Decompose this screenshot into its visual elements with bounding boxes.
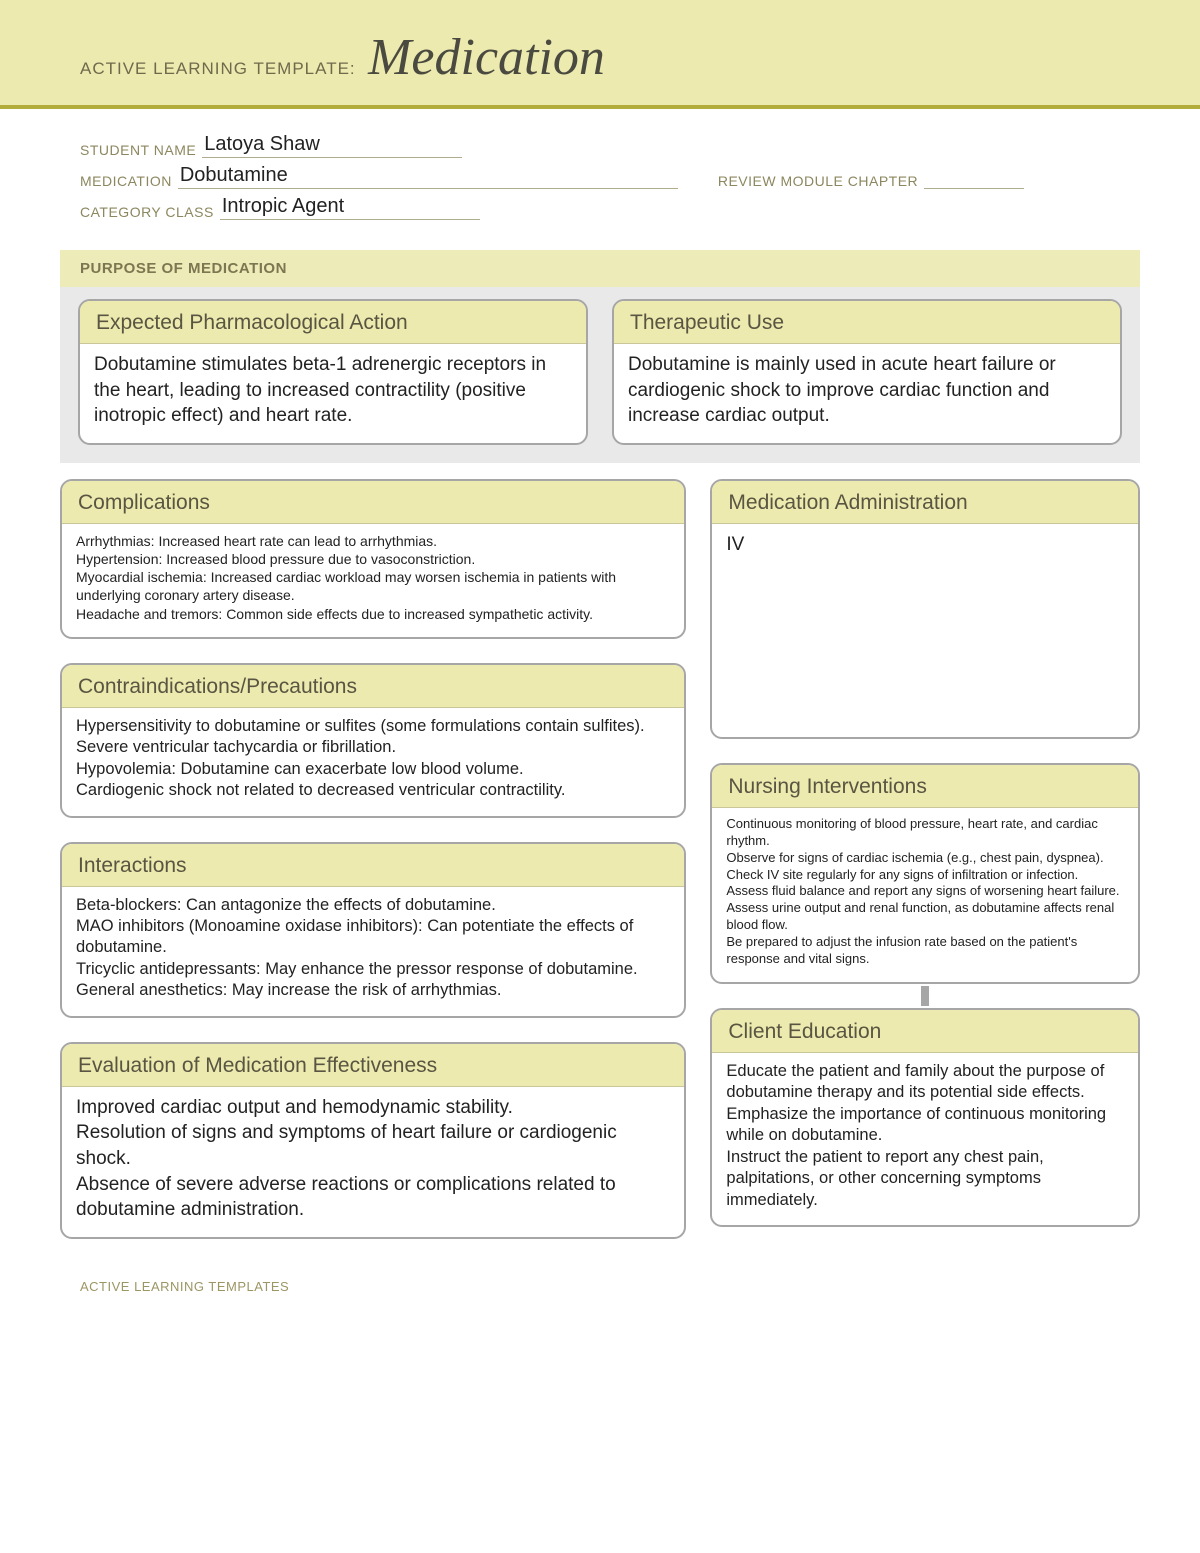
card-pharmacological-action: Expected Pharmacological Action Dobutami…: [78, 299, 588, 445]
card-body: IV: [712, 524, 1138, 572]
purpose-section-bar: PURPOSE OF MEDICATION: [60, 250, 1140, 287]
student-name-label: STUDENT NAME: [80, 142, 196, 158]
header-band: ACTIVE LEARNING TEMPLATE: Medication: [0, 0, 1200, 109]
right-column: Medication Administration IV Nursing Int…: [710, 479, 1140, 1239]
card-body: Dobutamine is mainly used in acute heart…: [614, 344, 1120, 443]
card-body: Continuous monitoring of blood pressure,…: [712, 808, 1138, 982]
card-nursing-interventions: Nursing Interventions Continuous monitor…: [710, 763, 1140, 984]
card-title: Evaluation of Medication Effectiveness: [62, 1044, 684, 1087]
left-column: Complications Arrhythmias: Increased hea…: [60, 479, 686, 1239]
content-grid: Complications Arrhythmias: Increased hea…: [60, 479, 1140, 1239]
medication-value: Dobutamine: [178, 164, 678, 189]
card-body: Hypersensitivity to dobutamine or sulfit…: [62, 708, 684, 816]
form-area: STUDENT NAME Latoya Shaw MEDICATION Dobu…: [0, 109, 1200, 236]
card-title: Complications: [62, 481, 684, 524]
category-value: Intropic Agent: [220, 195, 480, 220]
card-body: Dobutamine stimulates beta-1 adrenergic …: [80, 344, 586, 443]
connector-line: [921, 986, 929, 1006]
card-title: Nursing Interventions: [712, 765, 1138, 808]
review-chapter-label: REVIEW MODULE CHAPTER: [718, 173, 918, 189]
card-contraindications: Contraindications/Precautions Hypersensi…: [60, 663, 686, 818]
card-body: Beta-blockers: Can antagonize the effect…: [62, 887, 684, 1016]
footer-text: ACTIVE LEARNING TEMPLATES: [0, 1239, 1200, 1324]
header-prefix: ACTIVE LEARNING TEMPLATE:: [80, 59, 356, 78]
card-medication-administration: Medication Administration IV: [710, 479, 1140, 739]
card-title: Expected Pharmacological Action: [80, 301, 586, 344]
card-title: Therapeutic Use: [614, 301, 1120, 344]
purpose-row: Expected Pharmacological Action Dobutami…: [60, 287, 1140, 463]
card-interactions: Interactions Beta-blockers: Can antagoni…: [60, 842, 686, 1018]
card-body: Arrhythmias: Increased heart rate can le…: [62, 524, 684, 637]
card-therapeutic-use: Therapeutic Use Dobutamine is mainly use…: [612, 299, 1122, 445]
card-evaluation: Evaluation of Medication Effectiveness I…: [60, 1042, 686, 1239]
card-title: Medication Administration: [712, 481, 1138, 524]
student-name-value: Latoya Shaw: [202, 133, 462, 158]
category-label: CATEGORY CLASS: [80, 204, 214, 220]
card-complications: Complications Arrhythmias: Increased hea…: [60, 479, 686, 639]
page: ACTIVE LEARNING TEMPLATE: Medication STU…: [0, 0, 1200, 1324]
card-title: Client Education: [712, 1010, 1138, 1053]
card-body: Educate the patient and family about the…: [712, 1053, 1138, 1225]
card-client-education: Client Education Educate the patient and…: [710, 1008, 1140, 1227]
header-title: Medication: [368, 29, 605, 86]
card-title: Contraindications/Precautions: [62, 665, 684, 708]
card-body: Improved cardiac output and hemodynamic …: [62, 1087, 684, 1237]
medication-label: MEDICATION: [80, 173, 172, 189]
review-chapter-value: [924, 187, 1024, 189]
card-title: Interactions: [62, 844, 684, 887]
